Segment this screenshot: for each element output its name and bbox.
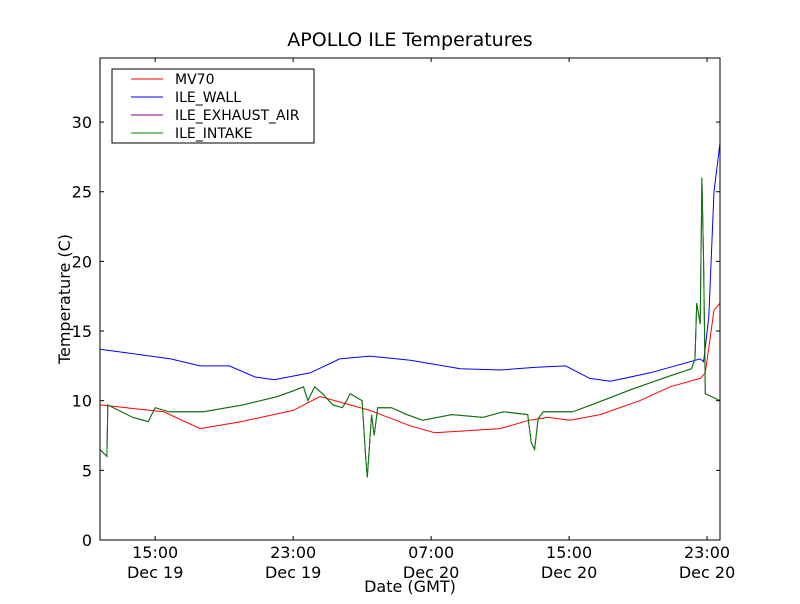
- x-tick-date-label: Dec 20: [679, 563, 735, 582]
- legend-label: ILE_EXHAUST_AIR: [175, 108, 300, 124]
- x-tick-date-label: Dec 20: [403, 563, 459, 582]
- legend-label: ILE_INTAKE: [175, 126, 252, 142]
- x-tick-date-label: Dec 19: [127, 563, 183, 582]
- x-tick-date-label: Dec 20: [541, 563, 597, 582]
- y-tick-label: 25: [72, 183, 92, 202]
- x-axis-label: Date (GMT): [364, 577, 456, 596]
- y-tick-label: 5: [82, 461, 92, 480]
- x-tick-time-label: 23:00: [270, 543, 316, 562]
- y-axis-label: Temperature (C): [55, 234, 74, 365]
- legend-box: [111, 68, 315, 144]
- x-tick-time-label: 15:00: [546, 543, 592, 562]
- y-tick-label: 15: [72, 322, 92, 341]
- x-tick-date-label: Dec 19: [265, 563, 321, 582]
- x-tick-time-label: 15:00: [132, 543, 178, 562]
- plot-frame: [99, 57, 721, 541]
- legend-label: MV70: [175, 72, 214, 88]
- y-tick-label: 30: [72, 113, 92, 132]
- series-line-ile-intake: [99, 177, 721, 478]
- chart-title: APOLLO ILE Temperatures: [287, 29, 532, 51]
- y-tick-label: 0: [82, 531, 92, 550]
- series-line-ile-exhaust-air: [99, 177, 721, 478]
- x-tick-time-label: 23:00: [684, 543, 730, 562]
- y-tick-label: 10: [72, 392, 92, 411]
- legend: MV70 ILE_WALL ILE_EXHAUST_AIR ILE_INTAKE: [111, 68, 315, 144]
- series-line-mv70: [99, 302, 721, 434]
- y-tick-label: 20: [72, 252, 92, 271]
- x-tick-time-label: 07:00: [408, 543, 454, 562]
- series-line-ile-wall: [99, 142, 721, 382]
- legend-label: ILE_WALL: [175, 90, 241, 106]
